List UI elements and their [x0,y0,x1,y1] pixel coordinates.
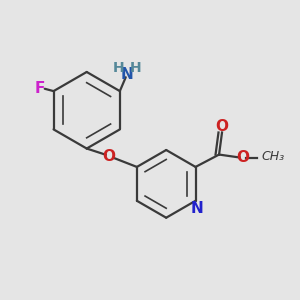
Text: O: O [236,150,249,165]
Text: O: O [215,118,229,134]
Text: N: N [190,201,203,216]
Text: F: F [35,81,46,96]
Text: N: N [121,68,134,82]
Text: H: H [112,61,124,75]
Text: CH₃: CH₃ [262,150,285,163]
Text: O: O [102,149,115,164]
Text: H: H [130,61,142,75]
